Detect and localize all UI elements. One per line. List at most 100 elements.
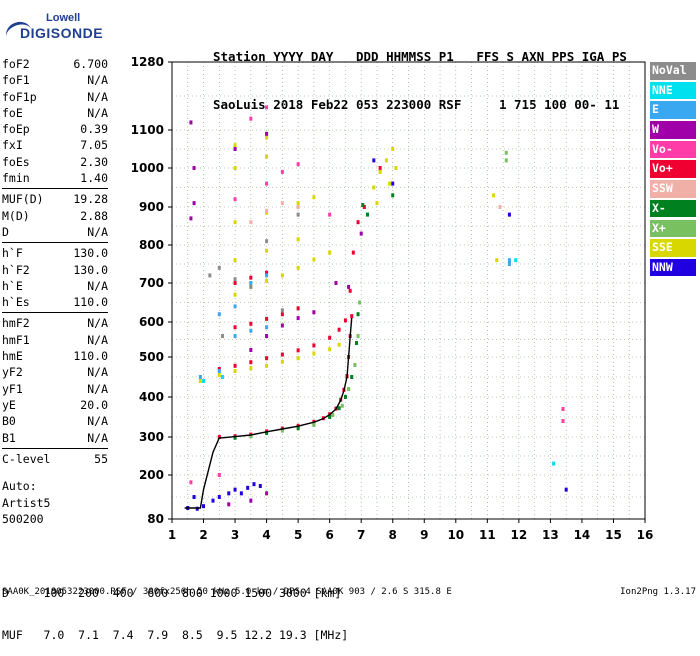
echo-point [265, 208, 269, 213]
echo-point [192, 495, 196, 499]
x-tick-label: 4 [262, 528, 270, 542]
echo-point [217, 373, 221, 377]
echo-point [312, 310, 316, 315]
param-row: foEs 2.30 [2, 154, 108, 170]
echo-point [280, 273, 284, 278]
echo-point [233, 369, 237, 373]
echo-point [296, 306, 300, 311]
echo-point [280, 323, 284, 328]
echo-point [265, 131, 269, 136]
echo-point [249, 321, 253, 326]
param-label: fmin [2, 171, 30, 186]
param-value: 2.88 [80, 208, 108, 223]
echo-point [233, 292, 237, 297]
param-label: fxI [2, 138, 23, 153]
echo-point [384, 158, 388, 163]
echo-point [189, 216, 193, 221]
param-value: N/A [87, 316, 108, 331]
param-label: foEs [2, 154, 30, 169]
param-label: B1 [2, 430, 16, 445]
echo-point [312, 257, 316, 262]
param-row: hmE 110.0 [2, 348, 108, 364]
param-label: hmF1 [2, 332, 30, 347]
param-label: h`F [2, 246, 23, 261]
legend-item: X- [650, 199, 696, 218]
echo-point [265, 105, 269, 110]
echo-point [312, 351, 316, 356]
param-value: N/A [87, 430, 108, 445]
echo-point [347, 284, 351, 289]
x-tick-label: 1 [168, 528, 176, 542]
trace-line [184, 318, 353, 509]
echo-point [233, 334, 237, 338]
header-row-labels: Station YYYY DAY DDD HHMMSS P1 FFS S AXN… [213, 49, 627, 64]
echo-point [249, 498, 253, 503]
echo-point [220, 375, 224, 379]
echo-point [328, 415, 332, 419]
x-tick-label: 12 [511, 528, 528, 542]
echo-point [347, 387, 351, 391]
legend-item: SSE [650, 239, 696, 257]
x-tick-label: 10 [447, 528, 464, 542]
echo-point [375, 201, 379, 206]
echo-point [211, 498, 215, 503]
auto-version: 500200 [2, 512, 44, 526]
param-value: 55 [94, 451, 108, 466]
echo-point [239, 491, 243, 496]
logo-line2: DIGISONDE [20, 25, 104, 41]
echo-point [561, 407, 565, 411]
echo-point [296, 201, 300, 206]
param-row: foF1p N/A [2, 89, 108, 105]
echo-point [220, 334, 224, 338]
echo-point [233, 166, 237, 170]
x-tick-label: 14 [574, 528, 591, 542]
echo-point [504, 158, 508, 163]
param-label: h`Es [2, 295, 30, 310]
legend-item: Vo- [650, 140, 696, 159]
echo-point [249, 348, 253, 352]
param-label: h`E [2, 278, 23, 293]
param-row: h`E N/A [2, 278, 108, 294]
station-header: Station YYYY DAY DDD HHMMSS P1 FFS S AXN… [213, 17, 627, 129]
echo-point [312, 195, 316, 200]
echo-point [192, 201, 196, 206]
echo-point [350, 314, 354, 319]
echo-point [258, 484, 262, 488]
echo-point [498, 205, 502, 209]
echo-point [296, 205, 300, 209]
echo-point [337, 327, 341, 332]
param-row: M(D) 2.88 [2, 208, 108, 224]
y-tick-label: 700 [139, 276, 164, 290]
echo-point [265, 135, 269, 140]
echo-point [233, 220, 237, 225]
legend-item: SSW [650, 180, 696, 198]
param-label: foE [2, 105, 23, 120]
echo-point [391, 147, 395, 151]
echo-point [249, 360, 253, 365]
echo-point [265, 154, 269, 159]
echo-point [328, 212, 332, 217]
param-value: 110.0 [73, 295, 108, 310]
param-row: foF2 6.700 [2, 56, 108, 72]
x-tick-label: 6 [325, 528, 333, 542]
echo-point [227, 491, 231, 496]
echo-point [504, 150, 508, 155]
echo-point [351, 250, 355, 255]
chart-axes [168, 61, 646, 523]
param-row: h`F 130.0 [2, 245, 108, 261]
echo-point [296, 348, 300, 353]
echo-point [280, 359, 284, 364]
echo-point [233, 197, 237, 202]
echo-point [312, 343, 316, 348]
echo-point [195, 506, 199, 511]
echo-point [265, 491, 269, 496]
echo-point [202, 379, 206, 383]
echo-point [356, 334, 360, 338]
echo-point [265, 273, 269, 278]
x-tick-label: 13 [542, 528, 559, 542]
echo-point [361, 203, 365, 208]
x-tick-label: 5 [294, 528, 302, 542]
echo-point [296, 237, 300, 242]
echo-point [507, 262, 511, 266]
param-label: MUF(D) [2, 192, 44, 207]
